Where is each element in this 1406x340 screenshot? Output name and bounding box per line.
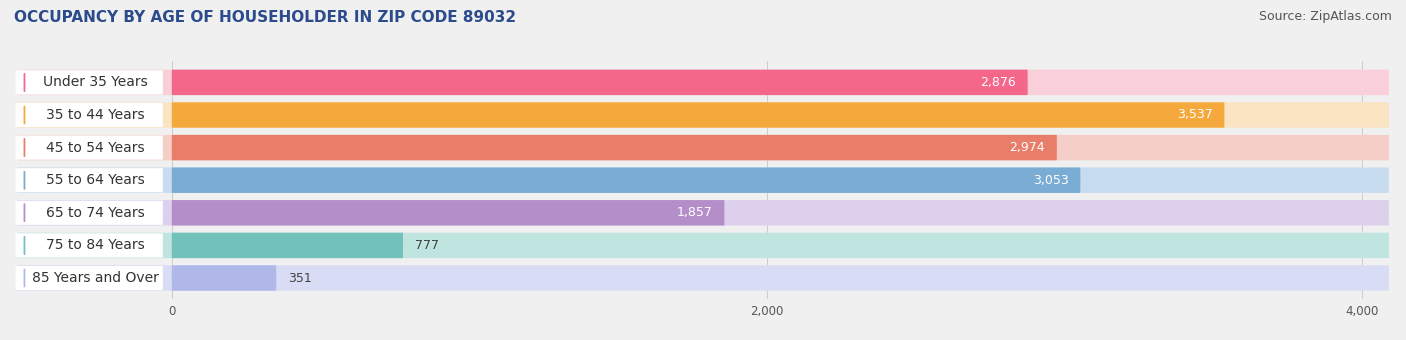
- FancyBboxPatch shape: [172, 135, 1057, 160]
- FancyBboxPatch shape: [15, 70, 163, 95]
- FancyBboxPatch shape: [172, 233, 404, 258]
- Text: 3,537: 3,537: [1177, 108, 1212, 121]
- FancyBboxPatch shape: [172, 168, 1080, 193]
- Text: 1,857: 1,857: [676, 206, 713, 219]
- FancyBboxPatch shape: [172, 102, 1225, 128]
- Text: 65 to 74 Years: 65 to 74 Years: [46, 206, 145, 220]
- Text: 3,053: 3,053: [1032, 174, 1069, 187]
- FancyBboxPatch shape: [15, 103, 163, 127]
- Text: 35 to 44 Years: 35 to 44 Years: [46, 108, 145, 122]
- Text: 75 to 84 Years: 75 to 84 Years: [46, 238, 145, 252]
- FancyBboxPatch shape: [17, 70, 1389, 95]
- Text: 2,876: 2,876: [980, 76, 1015, 89]
- Text: Source: ZipAtlas.com: Source: ZipAtlas.com: [1258, 10, 1392, 23]
- FancyBboxPatch shape: [17, 168, 1389, 193]
- FancyBboxPatch shape: [15, 136, 163, 160]
- Text: 351: 351: [288, 272, 312, 285]
- FancyBboxPatch shape: [17, 233, 1389, 258]
- Text: 777: 777: [415, 239, 439, 252]
- Text: 2,974: 2,974: [1010, 141, 1045, 154]
- FancyBboxPatch shape: [17, 102, 1389, 128]
- FancyBboxPatch shape: [17, 200, 1389, 225]
- FancyBboxPatch shape: [172, 70, 1028, 95]
- FancyBboxPatch shape: [17, 265, 1389, 291]
- FancyBboxPatch shape: [15, 201, 163, 225]
- Text: 85 Years and Over: 85 Years and Over: [32, 271, 159, 285]
- FancyBboxPatch shape: [172, 265, 276, 291]
- Text: Under 35 Years: Under 35 Years: [42, 75, 148, 89]
- FancyBboxPatch shape: [15, 266, 163, 290]
- FancyBboxPatch shape: [15, 233, 163, 257]
- FancyBboxPatch shape: [15, 168, 163, 192]
- Text: OCCUPANCY BY AGE OF HOUSEHOLDER IN ZIP CODE 89032: OCCUPANCY BY AGE OF HOUSEHOLDER IN ZIP C…: [14, 10, 516, 25]
- FancyBboxPatch shape: [172, 200, 724, 225]
- FancyBboxPatch shape: [17, 135, 1389, 160]
- Text: 45 to 54 Years: 45 to 54 Years: [46, 141, 145, 155]
- Text: 55 to 64 Years: 55 to 64 Years: [46, 173, 145, 187]
